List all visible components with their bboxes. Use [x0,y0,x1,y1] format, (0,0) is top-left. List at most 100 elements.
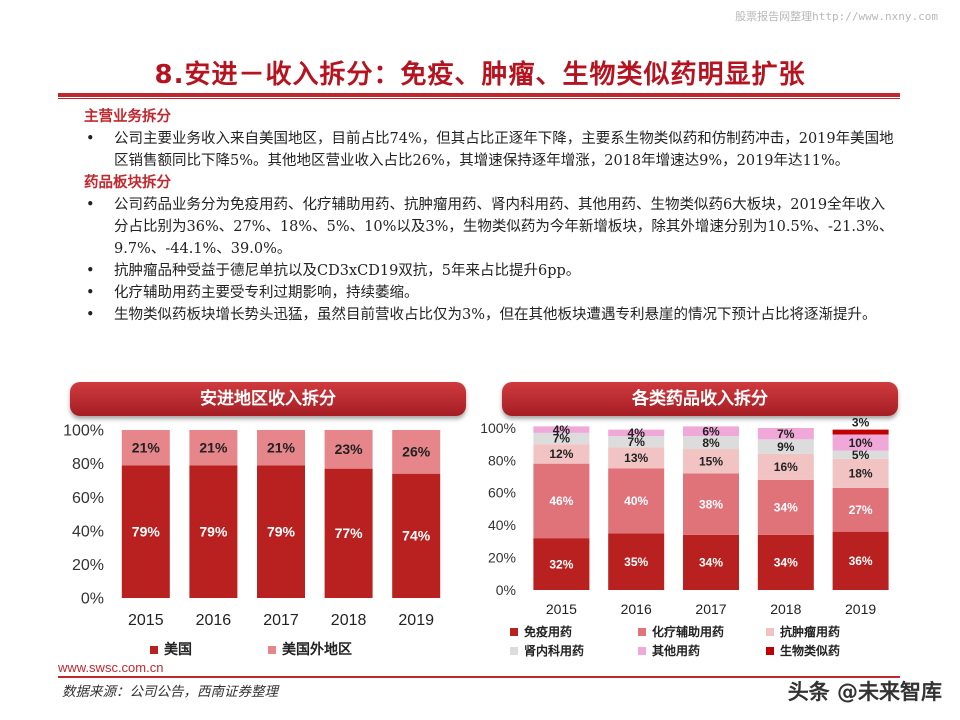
bar-segment [832,487,889,532]
bar-segment [533,538,590,590]
bar-segment [832,429,889,435]
data-label: 77% [335,525,364,541]
bar-segment [832,531,889,590]
y-tick-label: 60% [72,490,104,507]
bullet-item: 公司主要业务收入来自美国地区，目前占比74%，但其占比正逐年下降，主要系生物类似… [84,128,894,172]
bar-segment [832,434,889,451]
bar-segment [608,429,665,437]
bar-segment [257,430,305,466]
data-label: 6% [702,424,720,438]
bullet-item: 化疗辅助用药主要受专利过期影响，持续萎缩。 [84,282,894,304]
bar-segment [121,465,170,598]
data-label: 7% [777,427,795,441]
section-heading: 药品板块拆分 [84,175,171,191]
y-tick-label: 80% [488,452,516,468]
legend-swatch [766,647,774,655]
bar-segment [392,430,441,474]
data-label: 34% [774,501,798,515]
data-label: 4% [553,423,571,437]
legend-swatch [268,646,276,654]
data-label: 18% [849,467,873,481]
legend-label: 化疗辅助用药 [652,624,724,639]
data-label: 36% [849,554,873,568]
data-label: 9% [777,440,795,454]
title-rule [58,93,900,97]
data-label: 5% [852,448,870,462]
bar-segment [608,447,665,469]
bar-segment [757,428,814,440]
data-label: 3% [852,418,870,430]
bar-segment [683,449,739,474]
data-label: 79% [132,524,161,540]
bar-segment [533,463,590,539]
x-tick-label: 2018 [770,601,801,617]
bar-segment [324,468,373,598]
bar-segment [392,473,441,598]
bar-segment [189,430,238,466]
x-tick-label: 2015 [128,612,164,629]
data-label: 15% [699,454,723,468]
data-label: 46% [549,494,573,508]
footer-url: www.swsc.com.cn [58,660,164,675]
y-tick-label: 40% [488,517,516,533]
data-label: 8% [702,436,720,450]
legend-label: 其他用药 [652,643,700,658]
chart-title-banner: 安进地区收入拆分 [70,382,466,416]
x-tick-label: 2016 [196,612,232,629]
bar-segment [683,473,739,535]
watermark: 股票报告网整理http://www.nxny.com [735,10,938,23]
legend-label: 美国 [164,641,192,657]
legend-label: 抗肿瘤用药 [780,624,840,639]
legend-label: 生物类似药 [780,643,840,658]
legend-swatch [510,647,518,655]
y-tick-label: 0% [496,582,516,598]
y-tick-label: 40% [72,523,104,540]
data-label: 12% [549,447,573,461]
data-label: 34% [699,556,723,570]
legend-swatch [638,628,646,636]
bar-segment [757,534,814,590]
x-tick-label: 2019 [845,601,876,617]
y-tick-label: 100% [480,420,516,436]
bar-segment [757,479,814,535]
bar-segment [683,426,739,437]
source-note: 数据来源：公司公告，西南证券整理 [62,684,278,700]
section-heading: 主营业务拆分 [84,109,171,125]
bar-segment [683,534,739,590]
legend-swatch [150,646,158,654]
bar-segment [608,468,665,534]
data-label: 35% [624,555,648,569]
data-label: 7% [553,432,571,446]
title-rule-thin [58,98,900,99]
y-tick-label: 100% [63,423,104,440]
x-tick-label: 2018 [331,612,367,629]
footer-rule [58,676,900,678]
data-label: 16% [774,460,798,474]
data-label: 10% [849,436,873,450]
bar-segment [189,465,238,598]
bar-segment [121,430,170,466]
y-tick-label: 80% [72,456,104,473]
bar-segment [533,432,590,445]
y-tick-label: 0% [81,591,104,608]
legend-label: 美国外地区 [282,641,352,657]
data-label: 32% [549,557,573,571]
data-label: 13% [624,451,648,465]
y-tick-label: 20% [72,557,104,574]
brand-watermark: 头条 @未来智库 [787,680,942,704]
y-tick-label: 60% [488,485,516,501]
legend-swatch [510,628,518,636]
data-label: 7% [628,435,646,449]
region-revenue-chart: 0% 20% 40% 60% 80% 100% 79% 21% 2015 79% 21% 2016 79… [63,423,441,657]
bar-segment [533,426,590,433]
data-label: 79% [267,524,296,540]
legend-label: 免疫用药 [524,624,572,639]
bar-segment [683,436,739,450]
bar-segment [257,465,305,598]
data-label: 21% [267,440,296,456]
data-label: 21% [199,440,228,456]
data-label: 40% [624,494,648,508]
bar-segment [608,533,665,590]
x-tick-label: 2019 [398,612,434,629]
x-tick-label: 2015 [546,601,577,617]
